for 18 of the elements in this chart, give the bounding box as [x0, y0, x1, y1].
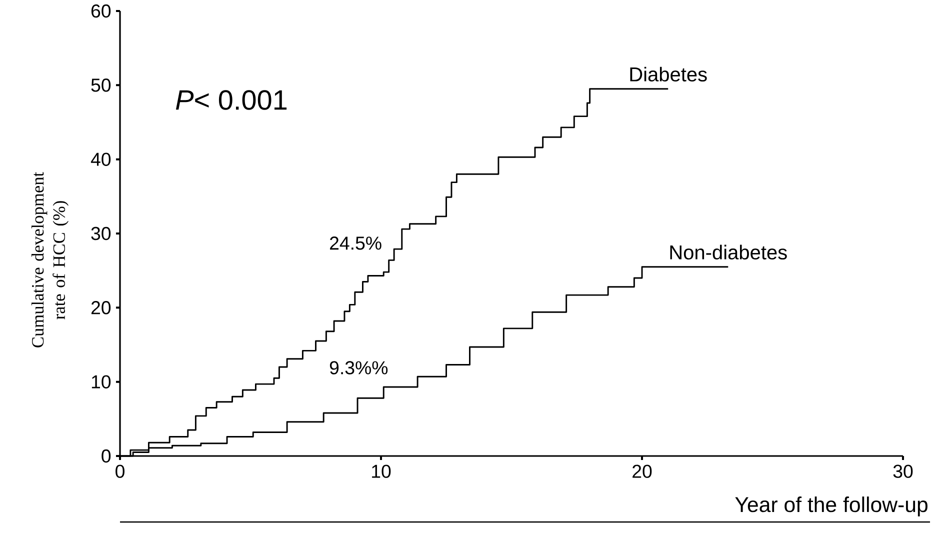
annotation: 24.5%: [330, 236, 382, 250]
y-tick-label: 10: [92, 375, 111, 388]
series-label: Non-diabetes: [670, 244, 787, 260]
y-tick-label: 30: [91, 226, 111, 240]
x-tick-label: 0: [116, 464, 124, 478]
y-tick-label: 40: [90, 152, 111, 166]
y-tick-label: 20: [91, 301, 111, 314]
y-tick-label: 60: [91, 4, 111, 18]
x-axis-title: Year of the follow-up: [735, 496, 928, 516]
series-label: Diabetes: [630, 66, 707, 82]
annotation: 9.3%%: [330, 361, 388, 374]
x-tick-label: 20: [632, 464, 652, 478]
y-tick-label: 50: [91, 78, 111, 92]
annotation: P< 0.001: [176, 90, 287, 110]
y-axis-title: Cumulative development rate of HCC (%): [31, 172, 69, 348]
x-tick-label: 10: [372, 464, 391, 478]
y-tick-label: 0: [102, 449, 111, 463]
x-tick-label: 30: [893, 464, 913, 478]
